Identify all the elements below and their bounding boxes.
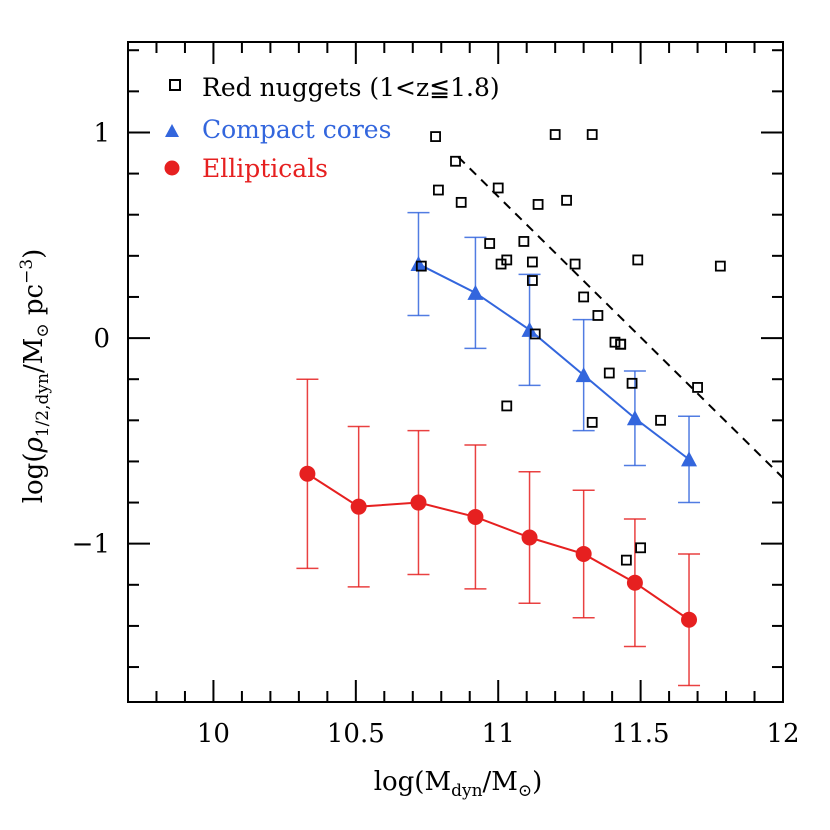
red-nugget-point — [484, 238, 496, 249]
compact-cores-point — [410, 256, 427, 272]
compact-cores-point — [575, 367, 592, 383]
compact-cores-point — [467, 284, 484, 300]
compact-cores-point — [521, 321, 538, 337]
x-tick-label: 12 — [766, 719, 799, 749]
ellipticals-point — [626, 574, 643, 591]
red-nugget-point — [532, 199, 544, 210]
x-axis-title: log(Mdyn/M⊙) — [374, 767, 543, 801]
axes-layer: 10 10.5 11 11.5 12 −1 0 1 — [72, 41, 800, 749]
y-tick-label: 0 — [93, 324, 110, 354]
red-nugget-point — [415, 260, 427, 272]
ellipticals-point — [521, 529, 538, 546]
ellipticals-point — [575, 545, 592, 562]
legend-marker-compact-cores — [165, 124, 179, 137]
x-tick-label: 10 — [197, 719, 230, 749]
red-nugget-point — [586, 416, 598, 428]
red-nugget-point — [492, 182, 504, 194]
red-nugget-point — [433, 184, 444, 196]
red-nugget-point — [501, 254, 513, 266]
red-nugget-point — [526, 256, 538, 268]
legend: Red nuggets (1<z≦1.8) Compact cores Elli… — [164, 73, 500, 183]
ellipticals-point — [681, 611, 698, 628]
y-axis-title: log(ρ1/2,dyn/M⊙ pc−3) — [17, 249, 53, 504]
red-nugget-point — [615, 338, 627, 350]
red-nuggets-series — [415, 129, 726, 566]
red-nugget-point — [635, 542, 647, 554]
legend-marker-red-nuggets — [169, 79, 181, 91]
legend-marker-ellipticals — [164, 160, 180, 176]
red-nugget-point — [450, 155, 461, 167]
compact-cores-point — [681, 451, 698, 467]
red-nugget-point — [603, 367, 615, 379]
red-nugget-point — [592, 310, 604, 321]
ellipticals-point — [467, 508, 484, 525]
red-nugget-point — [549, 129, 561, 140]
ellipticals-point — [299, 465, 316, 482]
data-layer — [296, 129, 784, 687]
red-nugget-point — [655, 414, 666, 426]
legend-label-red-nuggets: Red nuggets (1<z≦1.8) — [202, 73, 500, 102]
y-tick-label: 1 — [93, 118, 110, 148]
red-nugget-point — [692, 382, 703, 393]
ellipticals-series — [296, 378, 701, 687]
red-nugget-point — [586, 129, 598, 140]
compact-cores-series — [407, 211, 701, 504]
red-nugget-point — [632, 254, 644, 266]
ellipticals-point — [410, 494, 427, 511]
ellipticals-point — [350, 498, 367, 515]
compact-cores-point — [626, 410, 643, 426]
red-nugget-point — [501, 400, 513, 412]
compact-cores-line — [418, 263, 690, 461]
y-tick-label: −1 — [72, 530, 110, 560]
legend-label-compact-cores: Compact cores — [202, 115, 391, 144]
red-nugget-point — [529, 328, 541, 340]
red-nugget-point — [609, 336, 621, 348]
red-nugget-point — [569, 258, 581, 270]
red-nugget-point — [518, 236, 530, 247]
red-nugget-point — [620, 554, 632, 566]
x-tick-label: 10.5 — [327, 719, 385, 749]
red-nugget-point — [455, 196, 467, 208]
x-tick-label: 11 — [482, 719, 515, 749]
red-nugget-point — [561, 194, 572, 206]
legend-label-ellipticals: Ellipticals — [202, 154, 328, 183]
red-nugget-point — [430, 131, 441, 142]
red-nugget-point — [714, 260, 726, 272]
plot-frame — [127, 41, 784, 703]
ellipticals-line — [306, 472, 690, 621]
red-nugget-point — [578, 291, 590, 303]
x-tick-label: 11.5 — [612, 719, 670, 749]
red-nugget-point — [526, 275, 538, 286]
red-nugget-point — [626, 377, 638, 389]
reference-dashed-line — [457, 156, 784, 479]
